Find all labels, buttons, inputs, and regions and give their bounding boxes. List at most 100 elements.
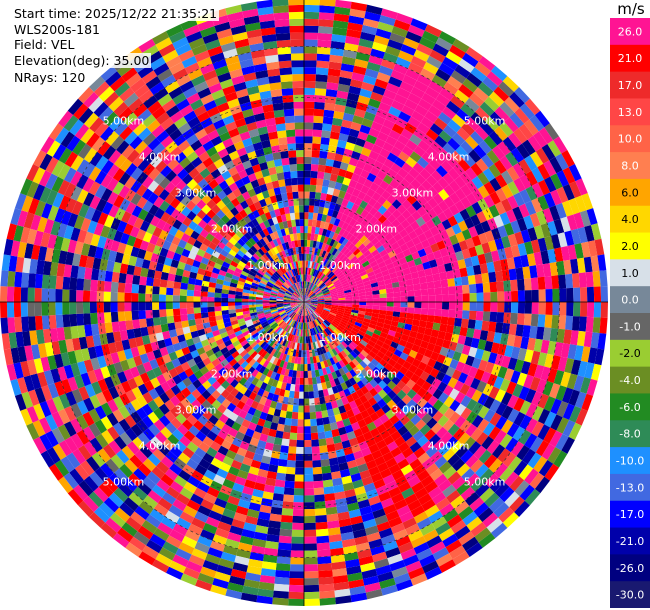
velocity-gate [289, 571, 304, 579]
velocity-gate [310, 305, 317, 309]
velocity-gate [390, 320, 399, 327]
velocity-gate [514, 359, 525, 373]
velocity-gate [356, 160, 366, 170]
velocity-gate [465, 135, 479, 150]
velocity-gate [564, 230, 575, 246]
velocity-gate [393, 362, 403, 371]
velocity-gate [41, 274, 50, 289]
velocity-gate [437, 381, 448, 393]
velocity-gate [271, 415, 280, 424]
velocity-gate [385, 350, 394, 359]
velocity-gate [305, 308, 307, 316]
velocity-gate [531, 406, 544, 422]
velocity-gate [329, 540, 343, 550]
velocity-gate [386, 441, 399, 452]
velocity-gate [307, 290, 313, 297]
velocity-gate [283, 494, 294, 503]
velocity-gate [366, 532, 381, 543]
velocity-gate [259, 504, 272, 514]
velocity-gate [355, 279, 364, 285]
velocity-gate [287, 355, 293, 363]
velocity-gate [311, 313, 317, 320]
velocity-gate [536, 378, 548, 394]
velocity-gate [426, 55, 443, 69]
velocity-gate [69, 302, 77, 315]
velocity-gate [523, 215, 534, 230]
velocity-gate [347, 353, 355, 362]
velocity-gate [344, 271, 352, 278]
velocity-gate [341, 155, 351, 164]
velocity-gate [396, 251, 405, 260]
velocity-gate [281, 438, 290, 447]
velocity-gate [410, 55, 427, 69]
velocity-gate [358, 310, 366, 315]
velocity-gate [519, 189, 532, 204]
velocity-gate [454, 415, 467, 429]
velocity-gate [317, 549, 331, 558]
velocity-gate [416, 517, 432, 530]
velocity-gate [236, 447, 248, 457]
velocity-gate [447, 423, 460, 437]
velocity-gate [553, 218, 565, 234]
velocity-gate [552, 302, 560, 316]
velocity-gate [390, 69, 406, 82]
velocity-gate [310, 363, 315, 371]
velocity-gate [342, 230, 350, 239]
velocity-gate [568, 198, 580, 215]
velocity-gate [304, 302, 308, 308]
velocity-gate [235, 505, 249, 516]
velocity-gate [139, 276, 147, 286]
velocity-gate [421, 457, 435, 470]
velocity-gate [352, 374, 361, 384]
velocity-gate [304, 302, 309, 308]
velocity-gate [330, 307, 338, 311]
velocity-gate [375, 108, 389, 119]
velocity-gate [330, 40, 346, 50]
velocity-gate [310, 418, 317, 427]
velocity-gate [312, 212, 319, 221]
velocity-gate [329, 246, 336, 255]
velocity-gate [397, 458, 410, 470]
velocity-gate [131, 283, 140, 294]
velocity-gate [342, 482, 355, 492]
velocity-gate [350, 245, 358, 254]
velocity-gate [544, 463, 559, 481]
velocity-gate [477, 172, 490, 186]
velocity-gate [325, 193, 333, 202]
velocity-gate [248, 299, 256, 302]
velocity-gate [353, 450, 364, 460]
velocity-gate [475, 311, 484, 321]
velocity-gate [314, 289, 321, 294]
velocity-gate [447, 514, 463, 528]
velocity-gate [332, 160, 342, 169]
velocity-gate [330, 341, 337, 349]
velocity-gate [376, 276, 385, 283]
velocity-gate [512, 162, 526, 178]
velocity-gate [477, 393, 489, 406]
velocity-gate [353, 166, 363, 176]
velocity-gate [324, 305, 332, 308]
velocity-gate [376, 423, 387, 434]
velocity-gate [431, 170, 443, 182]
velocity-gate [48, 302, 56, 316]
velocity-gate [304, 163, 312, 171]
velocity-gate [318, 227, 324, 236]
velocity-gate [387, 389, 397, 400]
velocity-gate [313, 362, 319, 371]
velocity-gate [304, 350, 307, 358]
velocity-gate [476, 292, 484, 302]
velocity-gate [389, 414, 400, 425]
velocity-gate [524, 489, 541, 506]
velocity-gate [316, 178, 324, 186]
velocity-gate [320, 361, 326, 369]
velocity-gate [305, 267, 308, 275]
velocity-gate [318, 282, 325, 289]
velocity-gate [309, 293, 316, 298]
velocity-gate [218, 558, 235, 569]
velocity-gate [386, 306, 394, 312]
velocity-gate [443, 81, 459, 96]
velocity-gate [313, 205, 320, 214]
velocity-gate [344, 215, 353, 225]
velocity-gate [372, 551, 388, 563]
velocity-gate [339, 161, 349, 171]
